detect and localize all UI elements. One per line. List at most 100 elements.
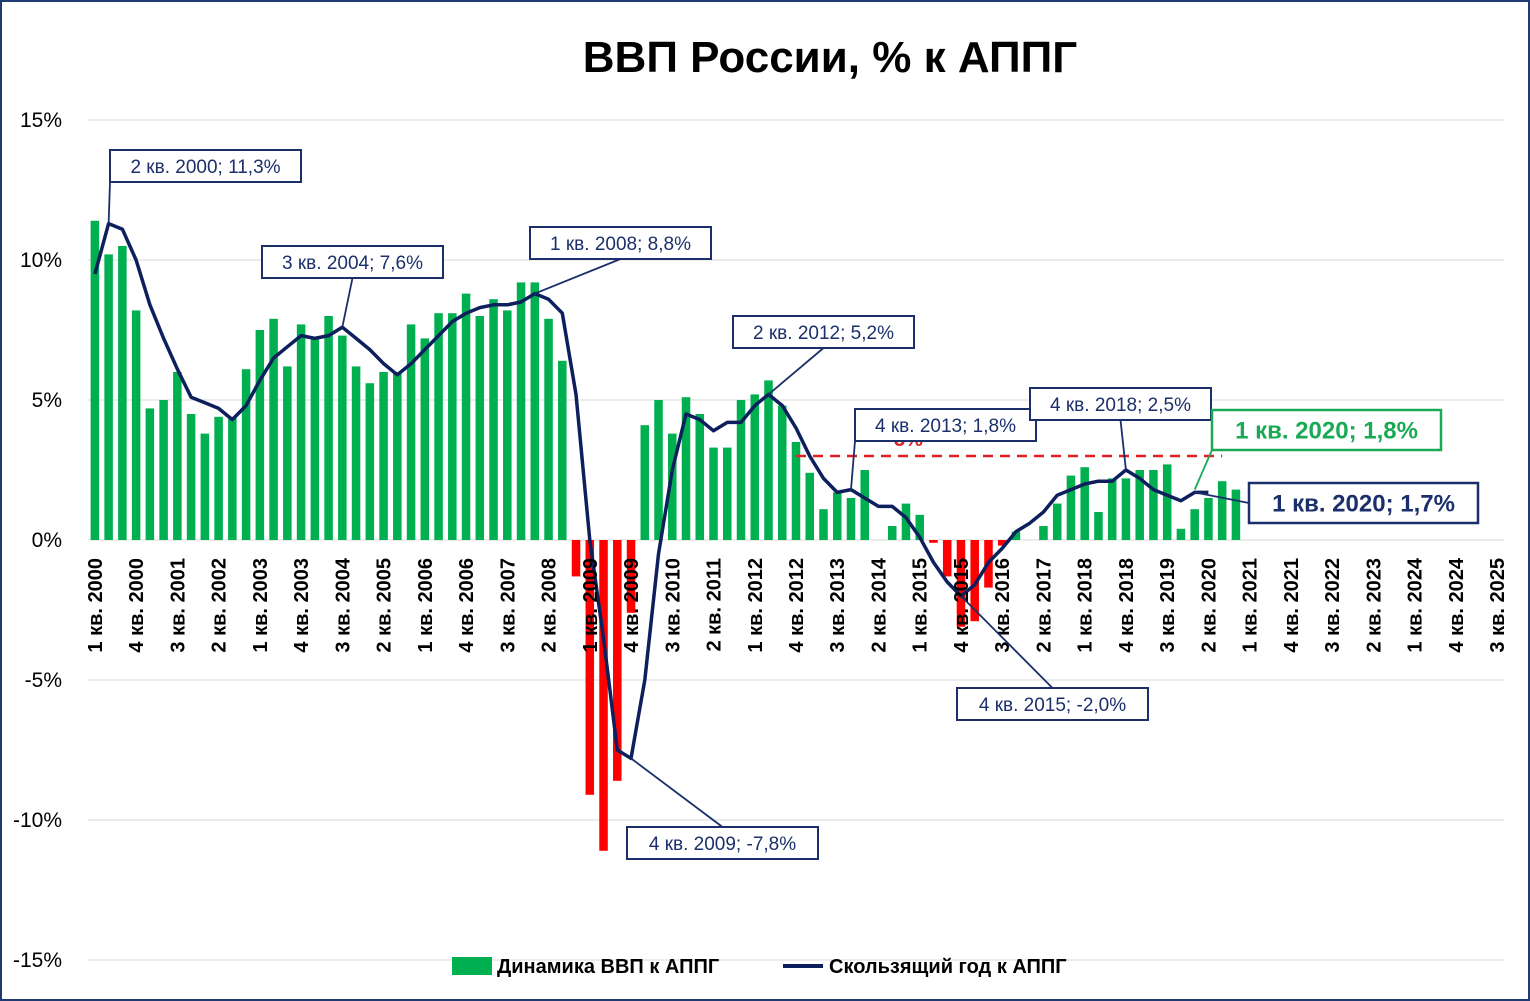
bar — [296, 324, 306, 540]
bar — [681, 397, 691, 540]
x-tick-label: 4 кв. 2018 — [1116, 558, 1138, 653]
bar — [503, 310, 512, 540]
annotation-label: 4 кв. 2015; -2,0% — [979, 695, 1126, 716]
bar — [1176, 528, 1186, 540]
annotation-label: 3 кв. 2004; 7,6% — [282, 253, 423, 274]
x-axis-ticks: 1 кв. 2000 4 кв. 2000 3 кв. 2001 2 кв. 2002… — [85, 557, 1509, 652]
bar — [915, 514, 924, 540]
annotation-label: 4 кв. 2013; 1,8% — [875, 416, 1016, 437]
legend-label-line: Скользящий год к АППГ — [829, 956, 1067, 978]
x-tick-label: 4 кв. 2006 — [456, 558, 478, 653]
bar — [860, 470, 869, 540]
x-tick-label: 2 кв. 2005 — [374, 558, 396, 653]
bar — [929, 540, 938, 543]
x-tick-label: 2 кв. 2002 — [209, 558, 231, 653]
x-tick-label: 4 кв. 2015 — [951, 558, 973, 653]
annotation-label: 1 кв. 2008; 8,8% — [550, 234, 691, 255]
x-tick-label: 3 кв. 2025 — [1487, 558, 1509, 653]
bar — [695, 414, 705, 540]
bar — [571, 540, 581, 577]
bar — [819, 509, 828, 540]
annotation-label: 1 кв. 2020; 1,8% — [1235, 418, 1418, 445]
x-tick-label: 1 кв. 2006 — [415, 558, 437, 653]
bar — [1039, 526, 1048, 540]
annotation-label: 1 кв. 2020; 1,7% — [1272, 491, 1455, 518]
bar — [709, 447, 718, 540]
bar — [489, 299, 498, 540]
annotation-label: 2 кв. 2012; 5,2% — [753, 323, 894, 344]
bar — [805, 472, 815, 540]
x-tick-label: 3 кв. 2004 — [332, 557, 354, 652]
legend-label-bar: Динамика ВВП к АППГ — [497, 956, 719, 978]
bar — [942, 540, 952, 577]
x-tick-label: 3 кв. 2019 — [1157, 558, 1179, 653]
y-axis-ticks: 15% 10% 5% 0% -5% -10% -15% — [13, 109, 62, 972]
y-tick-label: -15% — [13, 949, 62, 972]
x-tick-label: 1 кв. 2000 — [85, 558, 107, 653]
bar — [324, 316, 333, 540]
bar — [613, 540, 622, 781]
bar — [791, 442, 801, 540]
x-tick-label: 1 кв. 2009 — [580, 558, 602, 653]
annotation-box — [261, 245, 444, 279]
y-tick-label: 0% — [32, 529, 62, 552]
bar — [434, 313, 443, 540]
bar — [764, 380, 773, 540]
bar — [448, 313, 457, 540]
annotation-box — [854, 408, 1037, 442]
bar — [338, 335, 347, 540]
bar — [626, 540, 636, 613]
x-tick-label: 4 кв. 2024 — [1446, 557, 1468, 652]
annotation-leader — [630, 757, 724, 828]
y-tick-label: -5% — [25, 669, 62, 692]
bar — [228, 416, 237, 540]
x-tick-label: 1 кв. 2012 — [745, 558, 767, 653]
x-tick-label: 3 кв. 2001 — [167, 558, 189, 653]
bar — [668, 433, 677, 540]
bar — [241, 369, 251, 540]
x-tick-label: 4 кв. 2009 — [621, 558, 643, 653]
annotation-leader — [1119, 419, 1127, 471]
annotation-leader — [1193, 449, 1213, 490]
chart-title: ВВП России, % к АППГ — [583, 33, 1077, 82]
annotation-label: 4 кв. 2009; -7,8% — [649, 834, 796, 855]
bar — [654, 400, 663, 540]
x-tick-label: 4 кв. 2012 — [786, 558, 808, 653]
bar — [1107, 478, 1117, 540]
bar — [585, 540, 595, 795]
bar — [104, 254, 113, 540]
bar — [1121, 478, 1131, 540]
bar — [1135, 470, 1144, 540]
x-tick-label: 2 кв. 2017 — [1033, 558, 1055, 653]
x-tick-label: 4 кв. 2003 — [291, 558, 313, 653]
annotation-leader — [767, 347, 825, 396]
bar — [530, 282, 540, 540]
bar — [214, 416, 223, 540]
annotation-box — [109, 149, 302, 183]
x-tick-label: 3 кв. 2022 — [1322, 558, 1344, 653]
bar-series — [90, 220, 1241, 851]
bar — [832, 492, 842, 540]
annotation-box — [1210, 408, 1443, 452]
bar — [997, 540, 1007, 546]
annotation-leader — [107, 181, 111, 224]
annotation-leader — [960, 595, 1054, 689]
x-tick-label: 2 кв. 2008 — [539, 558, 561, 653]
annotation-leader — [341, 277, 354, 328]
bar — [475, 316, 485, 540]
bar — [283, 366, 292, 540]
bar — [406, 324, 416, 540]
annotation-box — [732, 315, 915, 349]
bar — [956, 540, 966, 627]
bar — [173, 372, 182, 540]
bar — [351, 366, 361, 540]
x-tick-label: 1 кв. 2015 — [910, 558, 932, 653]
bar — [640, 425, 650, 540]
legend-swatch-bar — [452, 957, 492, 975]
annotation-label: 4 кв. 2018; 2,5% — [1050, 395, 1191, 416]
bar — [516, 282, 526, 540]
x-tick-label: 2 кв. 2011 — [704, 558, 726, 652]
bar — [186, 414, 196, 540]
bar — [1080, 467, 1089, 540]
legend: Динамика ВВП к АППГ Скользящий год к АПП… — [452, 956, 1067, 978]
